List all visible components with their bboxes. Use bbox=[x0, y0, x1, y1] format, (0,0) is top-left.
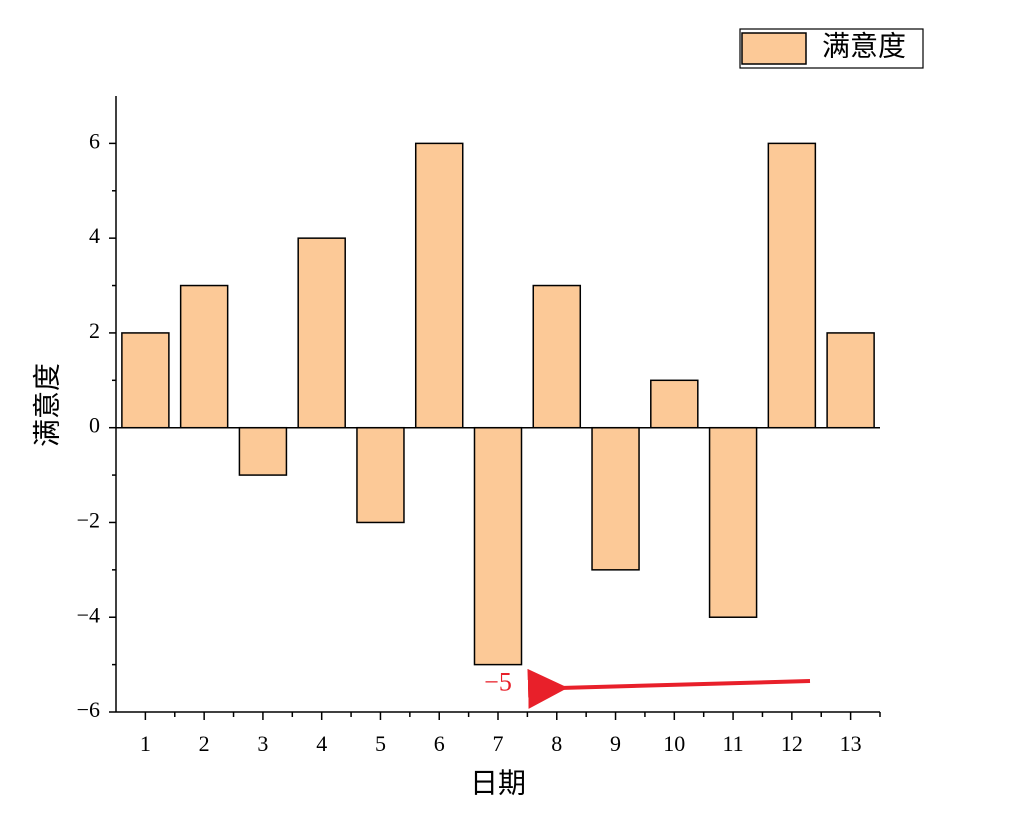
x-tick-label: 4 bbox=[316, 731, 327, 756]
y-tick-label: −4 bbox=[77, 602, 100, 627]
y-tick-label: −6 bbox=[77, 697, 100, 722]
x-tick-label: 3 bbox=[257, 731, 268, 756]
y-tick-label: 4 bbox=[89, 223, 100, 248]
bar bbox=[650, 379, 699, 429]
data-label: −5 bbox=[484, 668, 512, 697]
x-tick-label: 12 bbox=[781, 731, 803, 756]
x-tick-label: 13 bbox=[840, 731, 862, 756]
x-tick-label: 2 bbox=[199, 731, 210, 756]
y-tick-label: −2 bbox=[77, 508, 100, 533]
x-tick-label: 7 bbox=[493, 731, 504, 756]
bar bbox=[238, 426, 288, 476]
y-axis-label: 满意度 bbox=[31, 363, 63, 447]
x-tick-label: 11 bbox=[722, 731, 743, 756]
legend-swatch bbox=[741, 32, 807, 65]
y-tick-label: 2 bbox=[89, 318, 100, 343]
bar bbox=[473, 426, 523, 666]
x-tick-label: 6 bbox=[434, 731, 445, 756]
bar bbox=[708, 426, 758, 618]
x-tick-label: 9 bbox=[610, 731, 621, 756]
x-tick-label: 8 bbox=[551, 731, 562, 756]
x-axis-label: 日期 bbox=[470, 768, 526, 799]
bar bbox=[826, 332, 875, 429]
legend-label: 满意度 bbox=[822, 30, 906, 62]
y-tick-label: 0 bbox=[89, 413, 100, 438]
bar bbox=[591, 426, 640, 571]
bar bbox=[356, 426, 405, 524]
bar bbox=[532, 284, 582, 429]
bar bbox=[767, 142, 817, 429]
bar bbox=[121, 332, 170, 429]
x-tick-label: 5 bbox=[375, 731, 386, 756]
bar bbox=[297, 237, 346, 429]
x-tick-label: 1 bbox=[140, 731, 151, 756]
arrow bbox=[527, 668, 811, 709]
bar bbox=[179, 284, 229, 429]
bar bbox=[414, 142, 464, 429]
x-tick-label: 10 bbox=[663, 731, 685, 756]
y-tick-label: 6 bbox=[89, 128, 100, 153]
